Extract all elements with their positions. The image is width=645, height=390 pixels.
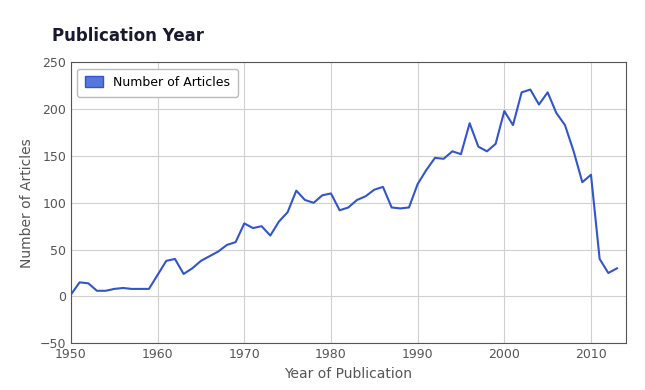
Y-axis label: Number of Articles: Number of Articles: [20, 138, 34, 268]
Text: Publication Year: Publication Year: [52, 27, 204, 45]
X-axis label: Year of Publication: Year of Publication: [284, 367, 412, 381]
Legend: Number of Articles: Number of Articles: [77, 69, 238, 97]
